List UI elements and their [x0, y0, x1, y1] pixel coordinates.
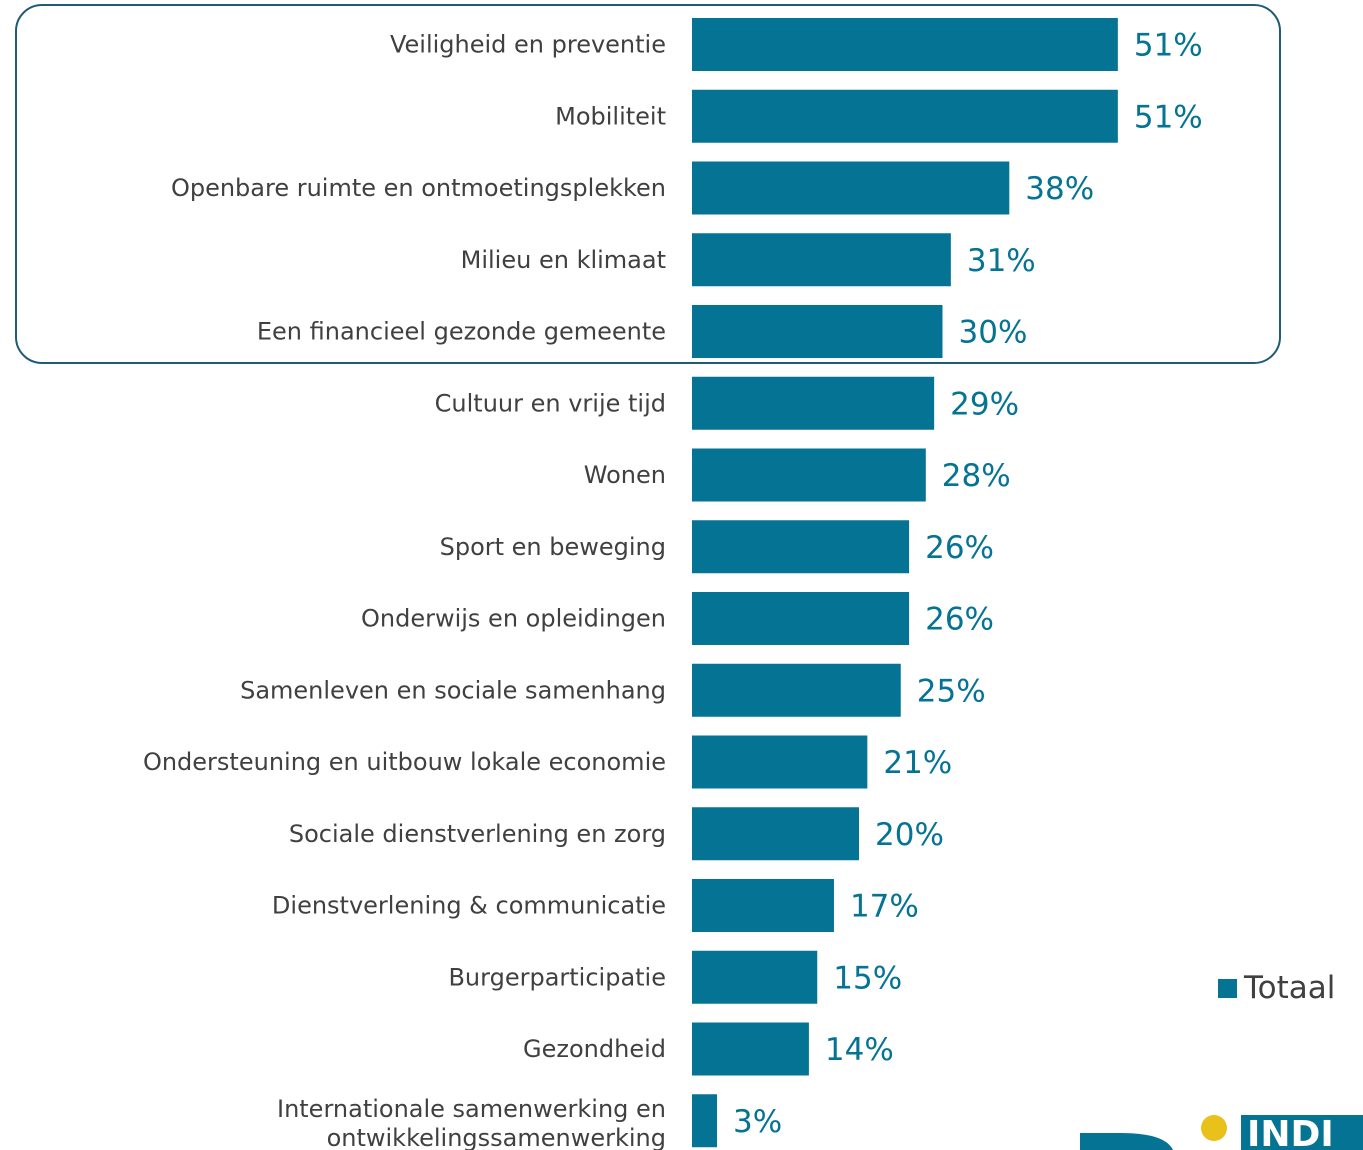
bar	[692, 161, 1010, 215]
category-label-line: ontwikkelingssamenwerking	[327, 1124, 666, 1150]
bar	[692, 950, 818, 1004]
data-label: 28%	[942, 458, 1011, 494]
data-label: 30%	[959, 315, 1028, 351]
legend: Totaal	[1218, 970, 1335, 1006]
logo-letter-shape	[1080, 1133, 1173, 1150]
legend-label: Totaal	[1244, 970, 1336, 1006]
category-label-line: Internationale samenwerking en	[277, 1095, 666, 1123]
data-label: 20%	[875, 817, 944, 853]
bar	[692, 879, 834, 932]
data-label: 26%	[925, 602, 994, 638]
category-label: Sociale dienstverlening en zorg	[289, 820, 666, 848]
category-label: Mobiliteit	[555, 102, 666, 130]
category-label: Milieu en klimaat	[461, 246, 666, 274]
data-label: 38%	[1025, 171, 1094, 207]
bar	[692, 305, 943, 358]
data-label: 21%	[883, 745, 952, 781]
category-label: Openbare ruimte en ontmoetingsplekken	[171, 174, 666, 202]
category-label: Dienstverlening & communicatie	[272, 892, 666, 920]
logo-text: INDI	[1247, 1114, 1334, 1150]
bar	[692, 1022, 809, 1076]
category-label: Internationale samenwerking en ontwikkeli…	[277, 1095, 666, 1150]
bar	[692, 520, 910, 574]
data-label: 15%	[833, 960, 902, 996]
data-label: 17%	[850, 889, 919, 925]
legend-swatch	[1218, 978, 1237, 998]
category-label: Burgerparticipatie	[448, 963, 666, 991]
data-label: 51%	[1134, 28, 1203, 64]
bar	[692, 663, 901, 717]
category-label: Veiligheid en preventie	[390, 31, 666, 59]
data-label: 51%	[1134, 99, 1203, 135]
data-label: 31%	[967, 243, 1036, 279]
data-label: 29%	[950, 386, 1019, 422]
data-label: 14%	[825, 1032, 894, 1068]
data-label: 3%	[733, 1104, 782, 1140]
category-label: Ondersteuning en uitbouw lokale economie	[143, 748, 666, 776]
logo-box	[1241, 1115, 1363, 1150]
bar	[692, 592, 910, 645]
data-label: 25%	[917, 673, 986, 709]
bar	[692, 807, 859, 861]
bar	[692, 233, 951, 287]
bar	[692, 1094, 718, 1148]
category-label: Een financieel gezonde gemeente	[257, 318, 666, 346]
logo-dot	[1201, 1115, 1227, 1141]
bar	[692, 735, 868, 789]
company-logo: INDI	[1075, 1108, 1363, 1150]
bar	[692, 376, 935, 430]
category-label: Onderwijs en opleidingen	[361, 605, 666, 633]
bar	[692, 89, 1118, 143]
category-label: Sport en beweging	[440, 533, 666, 561]
bars-group: Veiligheid en preventie 51% Mobiliteit 51% O…	[143, 18, 1203, 1150]
category-label: Gezondheid	[523, 1035, 666, 1063]
bar	[692, 18, 1118, 71]
data-label: 26%	[925, 530, 994, 566]
bar	[692, 448, 926, 502]
category-label: Wonen	[584, 461, 666, 489]
category-label: Samenleven en sociale samenhang	[240, 676, 666, 704]
top-five-highlight-box	[15, 4, 1281, 364]
category-label: Cultuur en vrije tijd	[435, 389, 666, 417]
